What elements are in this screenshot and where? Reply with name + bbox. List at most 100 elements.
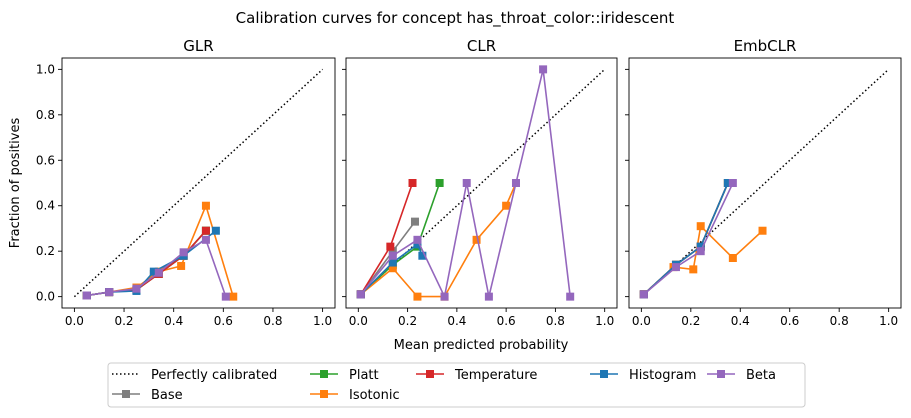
marker-beta <box>82 291 91 300</box>
marker-beta <box>484 292 493 301</box>
marker-isotonic <box>696 222 705 231</box>
x-axis-label: Mean predicted probability <box>394 338 569 353</box>
x-tick-label: 0.2 <box>114 314 133 328</box>
marker-isotonic <box>502 201 511 210</box>
marker-isotonic <box>201 201 210 210</box>
y-tick-label: 1.0 <box>36 62 55 76</box>
legend: Perfectly calibrated Base Platt Isotonic Tem… <box>107 362 806 408</box>
marker-platt <box>435 179 444 187</box>
marker-beta <box>639 290 648 299</box>
series-line-isotonic <box>86 203 234 297</box>
x-tick-label: 0.4 <box>164 314 183 328</box>
marker-isotonic <box>728 254 737 262</box>
legend-label-base: Base <box>151 388 183 403</box>
series-line-isotonic <box>643 224 764 295</box>
y-tick-label: 0.8 <box>36 108 55 122</box>
marker-temperature <box>201 226 210 235</box>
marker-beta <box>511 179 520 187</box>
marker-isotonic <box>177 261 186 270</box>
marker-beta <box>462 179 471 187</box>
series-line-temperature <box>360 182 414 295</box>
perfectly-calibrated-line <box>73 68 324 298</box>
marker-histogram <box>418 251 427 260</box>
marker-isotonic <box>229 292 238 301</box>
x-tick-label: 0.6 <box>497 314 516 328</box>
figure-title: Calibration curves for concept has_throa… <box>236 9 675 28</box>
marker-beta <box>201 235 210 244</box>
legend-label-histogram: Histogram <box>629 368 696 383</box>
marker-beta <box>539 65 548 74</box>
series-line-platt <box>643 182 729 295</box>
panel-title: EmbCLR <box>734 37 797 55</box>
series-line-platt <box>86 230 207 297</box>
series-line-histogram <box>643 182 729 295</box>
marker-histogram <box>696 242 705 251</box>
y-tick-label: 0.2 <box>36 244 55 258</box>
marker-base <box>388 247 397 256</box>
panel-title: GLR <box>183 37 213 55</box>
marker-beta <box>728 179 737 187</box>
marker-isotonic <box>758 226 767 235</box>
legend-marker-histogram <box>600 370 608 378</box>
marker-beta <box>179 248 188 257</box>
legend-label-perfectly-calibrated: Perfectly calibrated <box>151 368 277 383</box>
series-line-histogram <box>360 243 424 295</box>
x-tick-label: 0.4 <box>731 314 750 328</box>
panel-0: GLR 0.0 0.0 0.2 0.2 0.4 0.4 0.6 0.6 0.8 0.8 1.0 1.0 <box>36 37 336 328</box>
series-line-base <box>86 230 207 297</box>
y-tick-label: 0.4 <box>36 199 55 213</box>
y-tick-label: 0.0 <box>36 290 55 304</box>
marker-beta <box>671 263 680 272</box>
marker-isotonic <box>413 292 422 301</box>
x-tick-label: 0.2 <box>398 314 417 328</box>
marker-beta <box>696 247 705 256</box>
legend-marker-base <box>122 390 130 398</box>
legend-label-platt: Platt <box>349 368 379 383</box>
marker-beta <box>356 290 365 299</box>
marker-base <box>410 217 419 226</box>
x-tick-label: 1.0 <box>313 314 332 328</box>
x-tick-label: 0.4 <box>447 314 466 328</box>
legend-marker-temperature <box>426 370 434 378</box>
marker-isotonic <box>388 264 397 273</box>
series-line-base <box>643 182 729 295</box>
panels-group: GLR 0.0 0.0 0.2 0.2 0.4 0.4 0.6 0.6 0.8 0.8 1.0 1.0 C… <box>36 37 902 328</box>
x-tick-label: 0.6 <box>214 314 233 328</box>
panel-title: CLR <box>467 37 496 55</box>
marker-beta <box>388 251 397 260</box>
marker-histogram <box>388 258 397 267</box>
marker-beta <box>154 268 163 277</box>
marker-beta <box>221 292 230 301</box>
legend-frame <box>107 362 806 408</box>
x-tick-label: 1.0 <box>595 314 614 328</box>
x-tick-label: 0.8 <box>263 314 282 328</box>
marker-isotonic <box>689 265 698 274</box>
marker-temperature <box>386 242 395 251</box>
series-line-temperature <box>86 230 207 297</box>
x-tick-label: 1.0 <box>879 314 898 328</box>
series-line-temperature <box>643 182 729 295</box>
marker-beta <box>440 292 449 301</box>
marker-beta <box>132 284 141 293</box>
x-tick-label: 0.0 <box>632 314 651 328</box>
legend-marker-platt <box>320 370 328 378</box>
axes-frame <box>345 57 618 309</box>
x-tick-label: 0.0 <box>349 314 368 328</box>
legend-marker-beta <box>717 370 725 378</box>
x-tick-label: 0.8 <box>546 314 565 328</box>
marker-beta <box>413 235 422 244</box>
x-tick-label: 0.0 <box>65 314 84 328</box>
y-tick-label: 0.6 <box>36 153 55 167</box>
panel-2: EmbCLR 0.0 0.2 0.4 0.6 0.8 1.0 <box>625 37 902 328</box>
x-tick-label: 0.6 <box>780 314 799 328</box>
series-line-beta <box>643 182 734 296</box>
y-axis-label: Fraction of positives <box>8 118 23 249</box>
x-tick-label: 0.8 <box>830 314 849 328</box>
marker-histogram <box>413 240 422 249</box>
marker-beta <box>105 288 114 297</box>
marker-histogram <box>149 267 158 276</box>
x-tick-label: 0.2 <box>681 314 700 328</box>
legend-label-beta: Beta <box>746 368 776 383</box>
marker-histogram <box>723 179 732 187</box>
